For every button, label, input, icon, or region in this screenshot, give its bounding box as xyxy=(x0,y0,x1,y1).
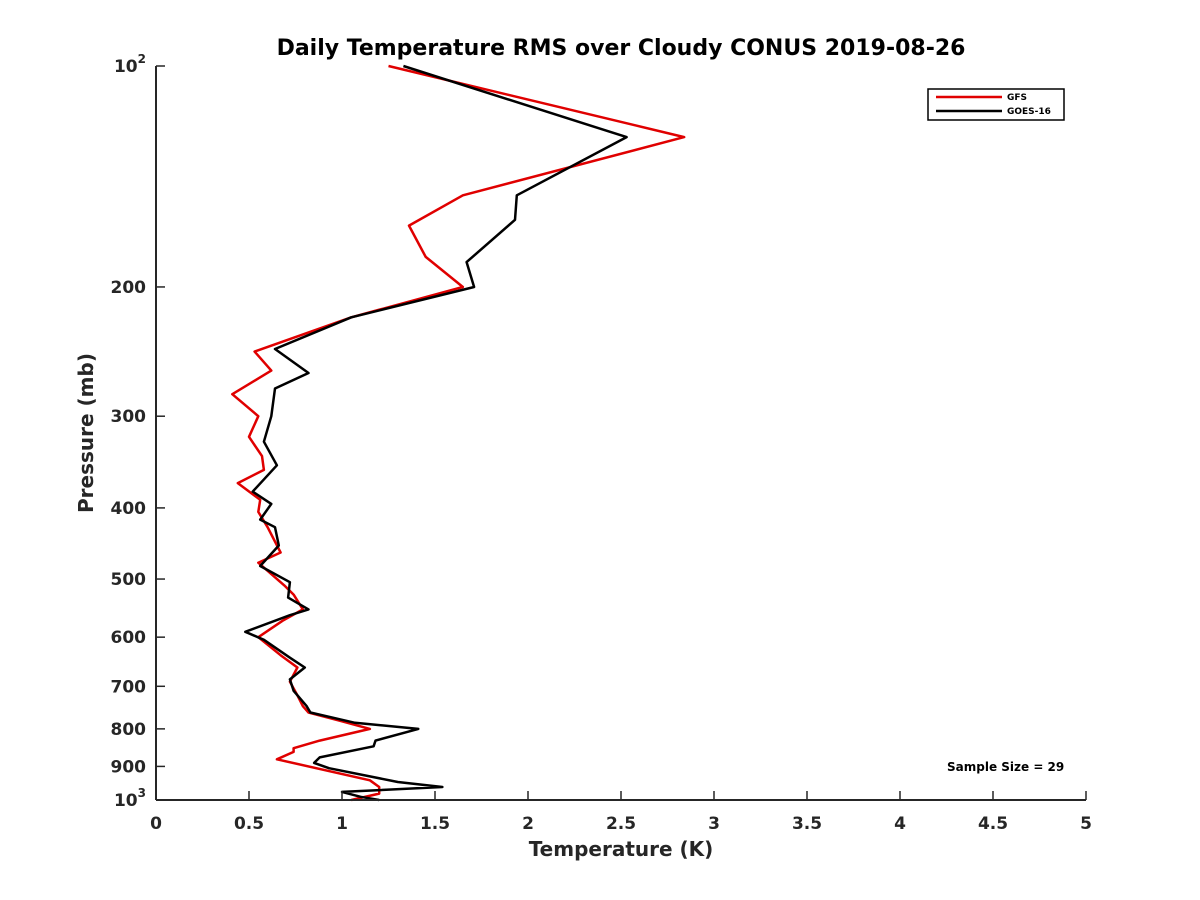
y-axis-label: Pressure (mb) xyxy=(74,353,98,513)
x-tick-label: 0.5 xyxy=(234,814,264,834)
y-tick-label: 800 xyxy=(111,720,147,740)
sample-size-annotation: Sample Size = 29 xyxy=(947,760,1064,774)
x-tick-label: 3 xyxy=(708,814,720,834)
y-tick-label: 900 xyxy=(111,757,147,777)
x-tick-label: 2 xyxy=(522,814,534,834)
series-layer xyxy=(231,64,686,802)
x-tick-label: 1 xyxy=(336,814,348,834)
y-tick-label: 300 xyxy=(111,407,147,427)
y-ticks: 102 200 300 400 500 600 700 800 900 103 xyxy=(111,52,165,811)
y-tick-label: 500 xyxy=(111,570,147,590)
x-tick-label: 1.5 xyxy=(420,814,450,834)
y-tick-label: 103 xyxy=(114,786,146,811)
y-tick-label: 200 xyxy=(111,278,147,298)
series-line-goes-16 xyxy=(244,64,628,802)
y-tick-label: 700 xyxy=(111,677,147,697)
x-axis-label: Temperature (K) xyxy=(529,837,714,861)
x-ticks: 0 0.5 1 1.5 2 2.5 3 3.5 4 4.5 5 xyxy=(150,791,1092,834)
y-tick-label: 102 xyxy=(114,52,146,77)
y-tick-label: 400 xyxy=(111,499,147,519)
legend-label-goes-16: GOES-16 xyxy=(1007,107,1051,117)
series-line-gfs xyxy=(231,64,686,802)
legend-label-gfs: GFS xyxy=(1007,93,1027,103)
y-tick-label: 600 xyxy=(111,628,147,648)
x-tick-label: 4 xyxy=(894,814,906,834)
x-tick-label: 0 xyxy=(150,814,162,834)
legend: GFS GOES-16 xyxy=(927,88,1065,121)
chart-title: Daily Temperature RMS over Cloudy CONUS … xyxy=(277,36,966,61)
x-tick-label: 3.5 xyxy=(792,814,822,834)
legend-box xyxy=(927,88,1065,121)
x-tick-label: 4.5 xyxy=(978,814,1008,834)
x-tick-label: 5 xyxy=(1080,814,1092,834)
x-tick-label: 2.5 xyxy=(606,814,636,834)
